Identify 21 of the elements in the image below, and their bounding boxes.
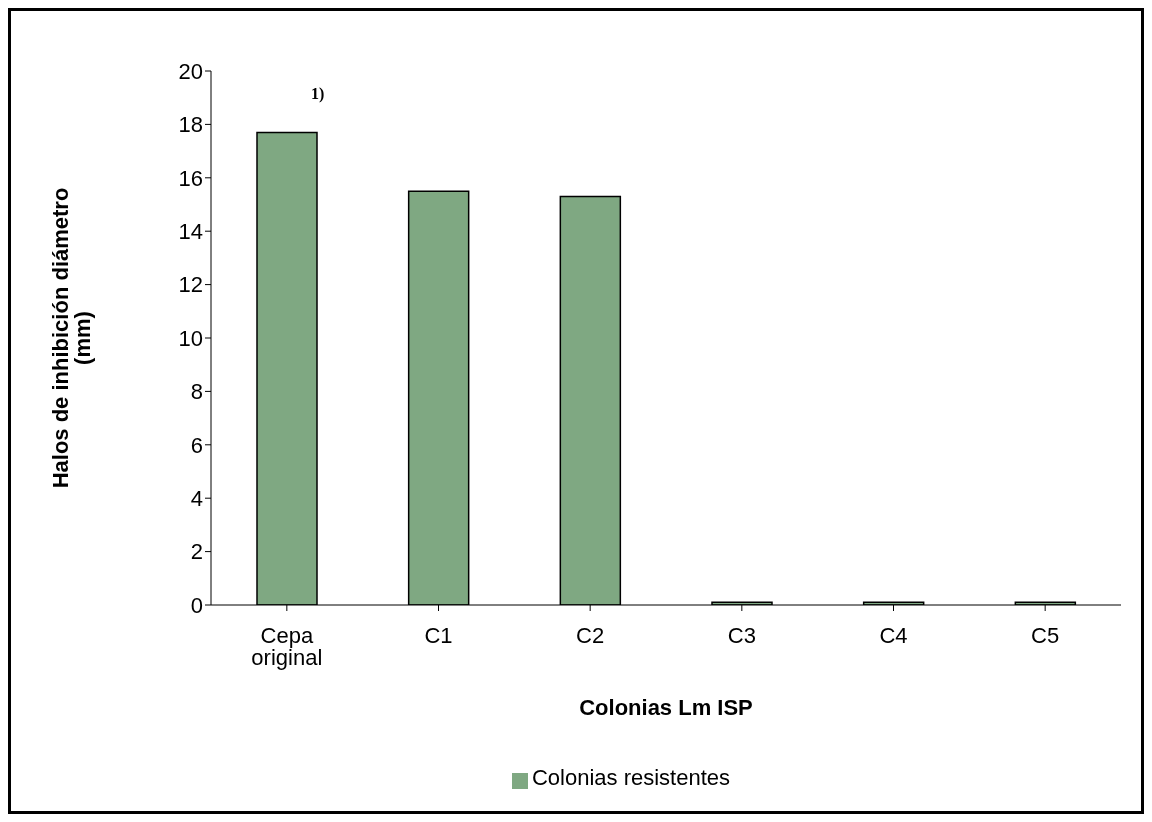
y-tick-label: 16 [178, 165, 203, 191]
legend-label: Colonias resistentes [531, 765, 731, 790]
x-tick-label: Cepa original [251, 622, 323, 670]
x-axis-title: Colonias Lm ISP [579, 695, 753, 720]
y-axis-title: Halos de inhibición diámetro (mm) [47, 187, 95, 489]
y-tick-label: 14 [178, 219, 203, 245]
annotation: 1) [311, 85, 325, 103]
x-tick-label: C4 [879, 622, 908, 648]
y-tick-label: 18 [178, 112, 203, 138]
y-tick-label: 10 [178, 325, 203, 351]
y-tick-label: 6 [190, 432, 203, 458]
x-tick-label: C2 [576, 622, 605, 648]
y-tick-label: 12 [178, 272, 203, 298]
x-tick-label: C1 [424, 622, 453, 648]
y-tick-label: 8 [190, 379, 203, 405]
y-tick-label: 4 [190, 486, 203, 512]
y-tick-label: 2 [190, 539, 203, 565]
y-tick-label: 0 [190, 592, 203, 618]
x-tick-label: C5 [1031, 622, 1060, 648]
y-tick-label: 20 [178, 58, 203, 84]
x-tick-label: C3 [727, 622, 756, 648]
